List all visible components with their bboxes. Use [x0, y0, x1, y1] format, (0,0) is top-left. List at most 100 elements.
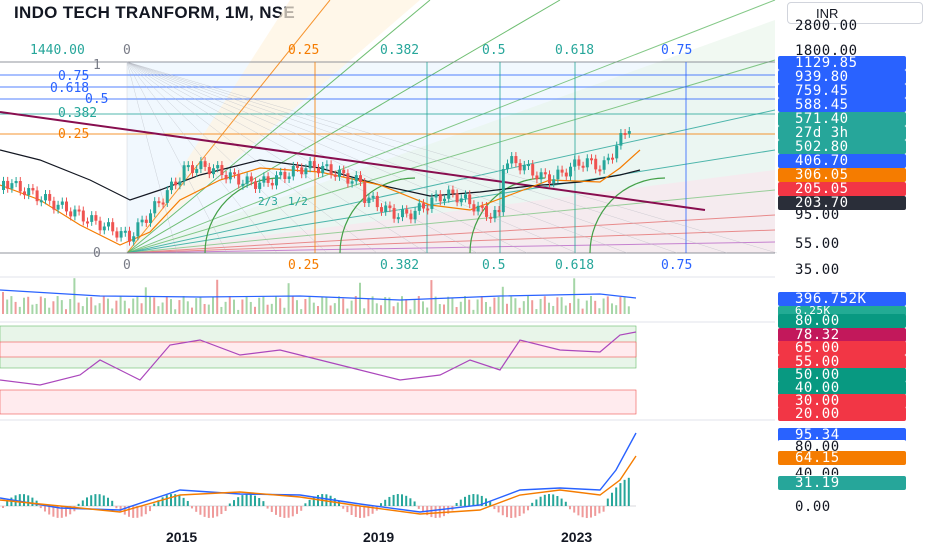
- candle: [623, 133, 627, 136]
- candle: [266, 176, 270, 183]
- candle: [430, 197, 434, 209]
- macd-histogram-bar: [119, 506, 122, 512]
- fan-ratio-label: 1/2: [288, 195, 308, 208]
- macd-histogram-bar: [564, 501, 567, 506]
- macd-histogram-bar: [203, 506, 206, 517]
- currency-selector[interactable]: INR: [787, 2, 923, 24]
- volume-bar: [224, 301, 227, 314]
- candle: [56, 204, 60, 210]
- candle: [270, 182, 274, 186]
- candle: [207, 166, 211, 175]
- volume-bar: [149, 297, 151, 314]
- grid-ray: [126, 61, 178, 254]
- volume-bar: [522, 301, 525, 314]
- volume-bar: [371, 296, 374, 314]
- volume-bar: [195, 298, 198, 314]
- volume-bar: [275, 296, 277, 314]
- macd-histogram-bar: [270, 506, 273, 512]
- macd-histogram-bar: [459, 499, 462, 506]
- fib-top-label: 0.382: [380, 43, 420, 58]
- macd-histogram-bar: [535, 499, 538, 506]
- candle: [140, 219, 144, 223]
- volume-bar: [23, 297, 25, 314]
- macd-histogram-bar: [98, 494, 101, 506]
- macd-histogram-bar: [392, 494, 395, 506]
- macd-histogram-bar: [346, 506, 349, 513]
- macd-histogram-bar: [212, 506, 214, 518]
- volume-bar: [556, 297, 559, 314]
- macd-histogram-bar: [468, 494, 471, 506]
- candle: [342, 169, 346, 174]
- volume-bar: [60, 300, 63, 314]
- volume-bar: [220, 306, 223, 314]
- grid-ray: [126, 61, 328, 254]
- candle: [535, 175, 539, 180]
- macd-histogram-bar: [304, 503, 307, 506]
- fib-bottom-label: 0: [123, 258, 131, 273]
- macd-histogram-bar: [308, 499, 311, 506]
- macd-histogram-bar: [510, 506, 513, 518]
- macd-histogram-bar: [291, 506, 294, 517]
- macd-tick: 40.00: [778, 467, 906, 475]
- candle: [178, 181, 182, 186]
- candle: [39, 200, 43, 203]
- fan-ray: [126, 214, 776, 254]
- candle: [573, 159, 577, 167]
- volume-bar: [455, 307, 458, 314]
- candle: [384, 205, 388, 212]
- macd-histogram-bar: [233, 500, 235, 506]
- macd-histogram-bar: [611, 492, 613, 506]
- macd-histogram-bar: [94, 494, 97, 506]
- candle: [52, 200, 56, 210]
- volume-bar: [69, 299, 72, 314]
- macd-histogram-bar: [182, 497, 185, 506]
- candle: [90, 215, 94, 222]
- fib-arc: [339, 177, 416, 254]
- candle: [2, 180, 5, 190]
- macd-histogram-bar: [56, 506, 59, 518]
- volume-bar: [153, 297, 156, 314]
- volume-bar: [560, 297, 563, 314]
- macd-histogram-bar: [157, 500, 160, 506]
- candle: [518, 163, 522, 171]
- volume-bar: [396, 302, 399, 314]
- volume-bar: [346, 308, 349, 314]
- candle: [237, 173, 241, 185]
- macd-histogram-bar: [388, 496, 391, 506]
- fib-top-label: 0.25: [288, 43, 320, 58]
- macd-histogram-bar: [623, 479, 626, 506]
- volume-bar: [170, 299, 172, 314]
- volume-bar: [506, 303, 508, 314]
- fib-bottom-label: 0.5: [482, 258, 506, 273]
- candle: [144, 219, 148, 223]
- macd-histogram-bar: [409, 498, 412, 506]
- macd-histogram-bar: [325, 494, 328, 506]
- macd-histogram-bar: [527, 506, 529, 511]
- candle: [451, 189, 455, 194]
- volume-bar: [56, 296, 59, 314]
- candle: [464, 194, 467, 199]
- candle: [165, 190, 169, 203]
- macd-histogram-bar: [371, 506, 374, 514]
- volume-bar: [413, 300, 416, 314]
- fib-left-label: 0.5: [85, 92, 109, 107]
- volume-bar: [6, 299, 9, 314]
- candle: [308, 161, 312, 169]
- candle: [611, 157, 614, 160]
- rsi-badge: 40.00: [778, 381, 906, 395]
- macd-histogram-bar: [174, 494, 177, 506]
- volume-bar: [237, 309, 240, 314]
- volume-bar: [283, 307, 286, 314]
- macd-histogram-bar: [342, 506, 345, 509]
- macd-histogram-bar: [228, 503, 231, 506]
- candle: [77, 209, 81, 212]
- macd-histogram-bar: [606, 498, 609, 506]
- volume-bar: [203, 303, 206, 314]
- fib-bottom-label: 0.618: [555, 258, 595, 273]
- macd-histogram-bar: [81, 500, 84, 506]
- candle: [317, 167, 320, 174]
- candle: [115, 231, 119, 238]
- candle: [283, 171, 287, 180]
- fib-left-label: 0.75: [58, 69, 90, 84]
